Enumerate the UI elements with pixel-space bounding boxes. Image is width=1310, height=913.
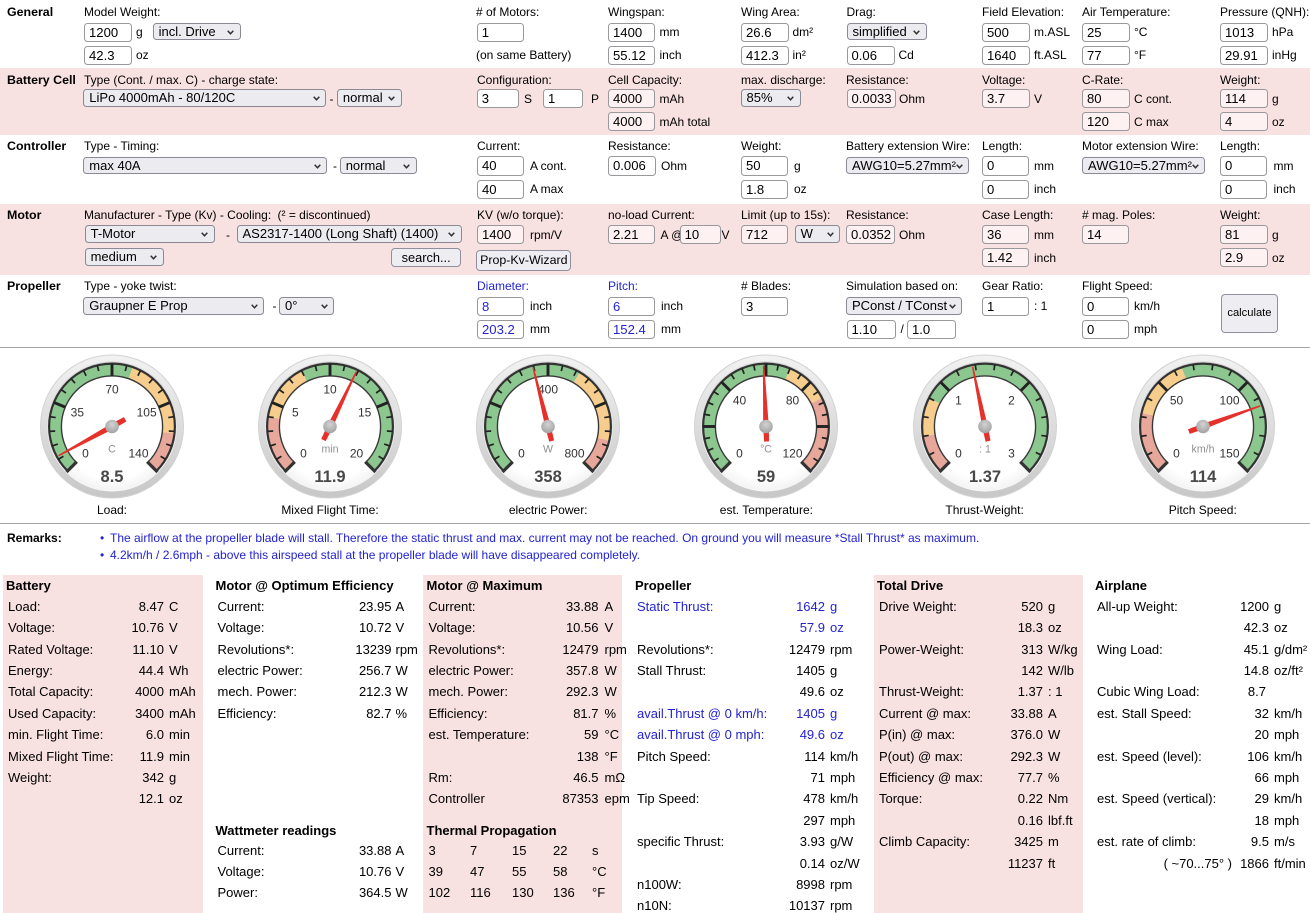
svg-text:0: 0 bbox=[82, 446, 89, 460]
svg-text:50: 50 bbox=[1170, 393, 1184, 407]
svg-text:400: 400 bbox=[538, 382, 558, 396]
svg-text:59: 59 bbox=[757, 467, 775, 485]
svg-text:2: 2 bbox=[1008, 393, 1015, 407]
svg-text:114: 114 bbox=[1189, 467, 1216, 485]
svg-text:150: 150 bbox=[1219, 446, 1239, 460]
svg-text:0: 0 bbox=[955, 446, 962, 460]
svg-text:0: 0 bbox=[737, 446, 744, 460]
svg-text:70: 70 bbox=[105, 382, 119, 396]
svg-text:100: 100 bbox=[1219, 393, 1239, 407]
svg-text:min: min bbox=[321, 443, 338, 455]
svg-text:15: 15 bbox=[358, 405, 372, 419]
svg-text:°C: °C bbox=[760, 443, 772, 455]
svg-text:80: 80 bbox=[786, 393, 800, 407]
svg-text:40: 40 bbox=[733, 393, 747, 407]
svg-text:8.5: 8.5 bbox=[101, 467, 124, 485]
svg-text:20: 20 bbox=[350, 446, 364, 460]
svg-text:5: 5 bbox=[292, 405, 299, 419]
svg-text:120: 120 bbox=[783, 446, 803, 460]
svg-text:0: 0 bbox=[1173, 446, 1180, 460]
svg-text:35: 35 bbox=[71, 405, 85, 419]
svg-text:: 1: : 1 bbox=[979, 443, 991, 455]
svg-text:3: 3 bbox=[1008, 446, 1015, 460]
svg-text:km/h: km/h bbox=[1191, 443, 1214, 455]
svg-text:0: 0 bbox=[300, 446, 307, 460]
svg-text:C: C bbox=[108, 443, 116, 455]
svg-text:0: 0 bbox=[518, 446, 525, 460]
svg-text:105: 105 bbox=[137, 405, 157, 419]
svg-text:1: 1 bbox=[955, 393, 962, 407]
svg-text:10: 10 bbox=[323, 382, 337, 396]
svg-text:140: 140 bbox=[129, 446, 149, 460]
svg-text:358: 358 bbox=[534, 467, 562, 485]
svg-text:11.9: 11.9 bbox=[314, 467, 345, 485]
svg-text:W: W bbox=[543, 443, 553, 455]
svg-text:800: 800 bbox=[565, 446, 585, 460]
svg-text:1.37: 1.37 bbox=[969, 467, 1001, 485]
